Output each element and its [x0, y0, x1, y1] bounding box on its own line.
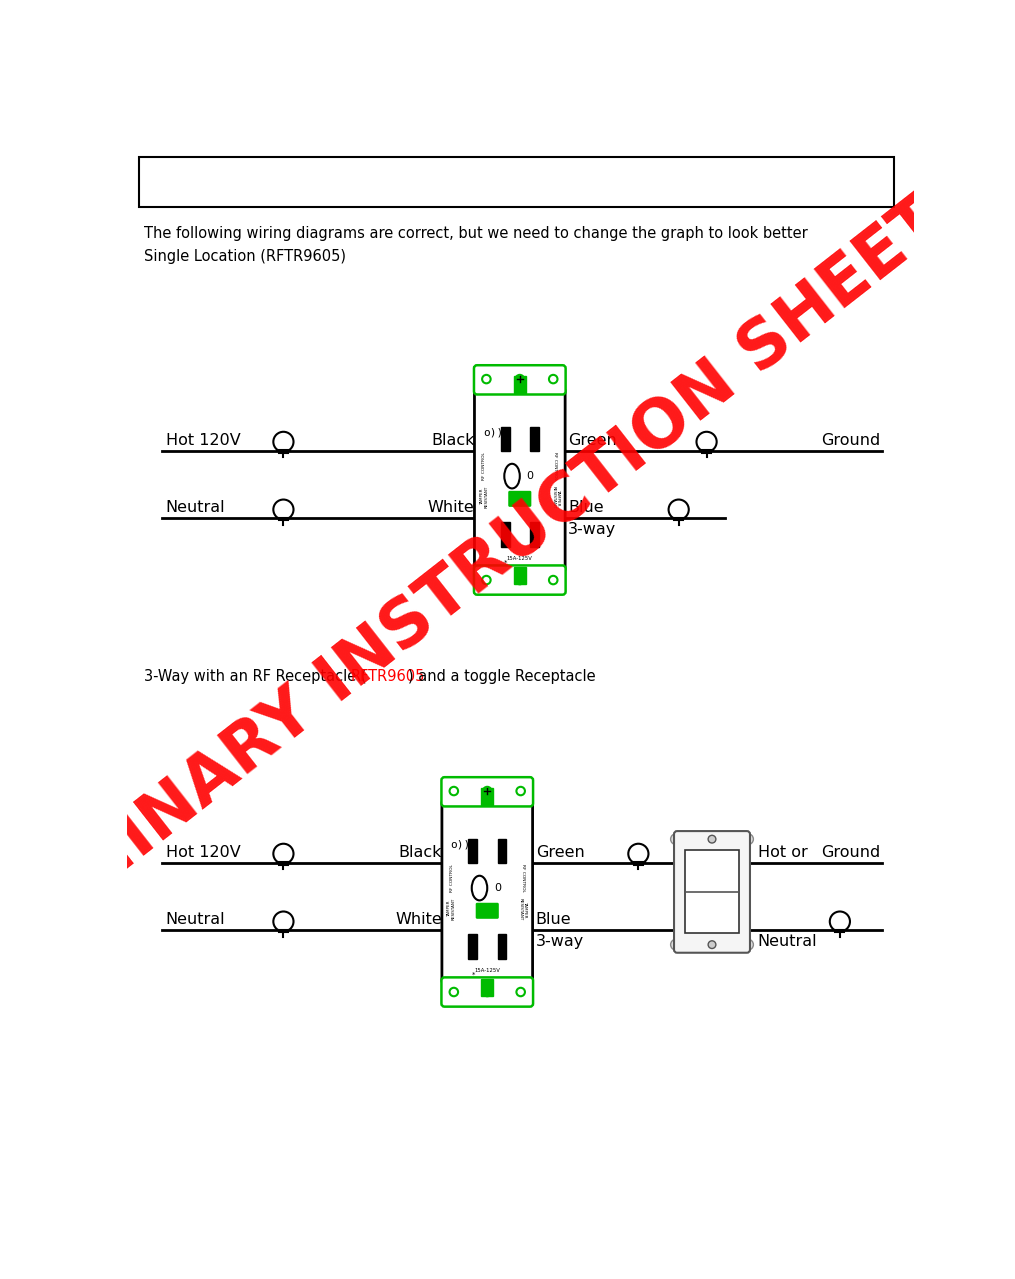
Text: Hot 120V: Hot 120V — [165, 844, 241, 859]
Bar — [530, 522, 539, 547]
Text: Black: Black — [431, 432, 474, 448]
FancyBboxPatch shape — [474, 565, 565, 595]
Circle shape — [708, 941, 716, 949]
FancyBboxPatch shape — [442, 799, 533, 985]
Bar — [497, 934, 506, 959]
Circle shape — [549, 375, 557, 384]
FancyBboxPatch shape — [674, 831, 750, 953]
Text: Green: Green — [568, 432, 617, 448]
Text: RF CONTROL: RF CONTROL — [482, 453, 486, 480]
Text: 3-way: 3-way — [536, 934, 584, 949]
Text: Ground: Ground — [821, 432, 880, 448]
Text: ) and a toggle Receptacle: ) and a toggle Receptacle — [408, 669, 596, 683]
Circle shape — [517, 987, 525, 996]
FancyBboxPatch shape — [474, 366, 565, 394]
Bar — [680, 940, 744, 950]
Text: RF CONTROL: RF CONTROL — [521, 865, 525, 891]
Text: PRELIMINARY INSTRUCTION SHEET: PRELIMINARY INSTRUCTION SHEET — [0, 187, 956, 1042]
Bar — [481, 978, 493, 996]
Circle shape — [830, 912, 850, 931]
Circle shape — [516, 576, 524, 585]
Text: 3-Way with an RF Receptacle (: 3-Way with an RF Receptacle ( — [144, 669, 366, 683]
Text: The following wiring diagrams are correct, but we need to change the graph to lo: The following wiring diagrams are correc… — [144, 226, 808, 240]
Circle shape — [483, 787, 491, 796]
Circle shape — [450, 987, 458, 996]
Circle shape — [549, 576, 557, 585]
Bar — [500, 427, 510, 451]
Circle shape — [273, 912, 293, 931]
Circle shape — [516, 375, 524, 384]
Circle shape — [743, 834, 753, 844]
Circle shape — [517, 787, 525, 796]
Bar — [468, 839, 477, 863]
Circle shape — [482, 375, 490, 384]
Text: Green: Green — [536, 844, 585, 859]
Bar — [500, 522, 510, 547]
Text: Neutral: Neutral — [758, 934, 817, 949]
Ellipse shape — [504, 464, 520, 489]
Bar — [680, 834, 744, 844]
Text: Hot 120V: Hot 120V — [165, 432, 241, 448]
Bar — [138, 156, 894, 207]
Bar — [481, 788, 493, 804]
Text: RFTR9605: RFTR9605 — [351, 669, 425, 683]
Text: TAMPER
RESISTANT: TAMPER RESISTANT — [480, 486, 488, 508]
Text: Black: Black — [399, 844, 442, 859]
Circle shape — [628, 844, 649, 863]
Circle shape — [708, 835, 716, 843]
Bar — [468, 934, 477, 959]
Text: TAMPER
RESISTANT: TAMPER RESISTANT — [448, 898, 456, 920]
Text: 15A-125V: 15A-125V — [474, 968, 500, 973]
Text: Blue: Blue — [536, 912, 571, 927]
FancyBboxPatch shape — [442, 778, 533, 807]
Circle shape — [696, 432, 717, 451]
Bar — [685, 851, 739, 934]
FancyBboxPatch shape — [442, 977, 533, 1007]
Text: *: * — [472, 971, 475, 977]
Circle shape — [743, 939, 753, 950]
Circle shape — [482, 576, 490, 585]
Circle shape — [669, 500, 689, 519]
Text: *: * — [504, 559, 508, 565]
Circle shape — [483, 987, 491, 996]
FancyBboxPatch shape — [474, 386, 565, 573]
Text: 0: 0 — [494, 883, 500, 893]
Circle shape — [671, 834, 681, 844]
FancyBboxPatch shape — [509, 491, 531, 506]
Text: White: White — [395, 912, 442, 927]
Ellipse shape — [472, 876, 487, 900]
Text: TAMPER
RESISTANT: TAMPER RESISTANT — [519, 898, 527, 920]
Circle shape — [273, 844, 293, 863]
Circle shape — [450, 787, 458, 796]
Text: Neutral: Neutral — [165, 500, 225, 515]
Bar — [530, 427, 539, 451]
Text: Ground: Ground — [821, 844, 880, 859]
Text: o)): o)) — [483, 428, 503, 437]
Circle shape — [671, 939, 681, 950]
Text: White: White — [427, 500, 474, 515]
Text: o)): o)) — [451, 840, 471, 851]
Text: Single Location (RFTR9605): Single Location (RFTR9605) — [144, 249, 346, 263]
Text: 0: 0 — [527, 471, 533, 481]
Text: Neutral: Neutral — [165, 912, 225, 927]
Circle shape — [273, 500, 293, 519]
FancyBboxPatch shape — [476, 903, 498, 918]
Text: TAMPER
RESISTANT: TAMPER RESISTANT — [551, 486, 559, 508]
Text: Hot or: Hot or — [758, 844, 808, 859]
Bar — [497, 839, 506, 863]
Text: RF CONTROL: RF CONTROL — [553, 453, 557, 480]
Text: 15A-125V: 15A-125V — [506, 556, 533, 561]
Bar — [514, 567, 526, 585]
Text: 3-way: 3-way — [568, 522, 616, 537]
Circle shape — [273, 432, 293, 451]
Text: RF CONTROL: RF CONTROL — [450, 865, 454, 891]
Bar — [514, 376, 526, 393]
Text: Blue: Blue — [568, 500, 604, 515]
